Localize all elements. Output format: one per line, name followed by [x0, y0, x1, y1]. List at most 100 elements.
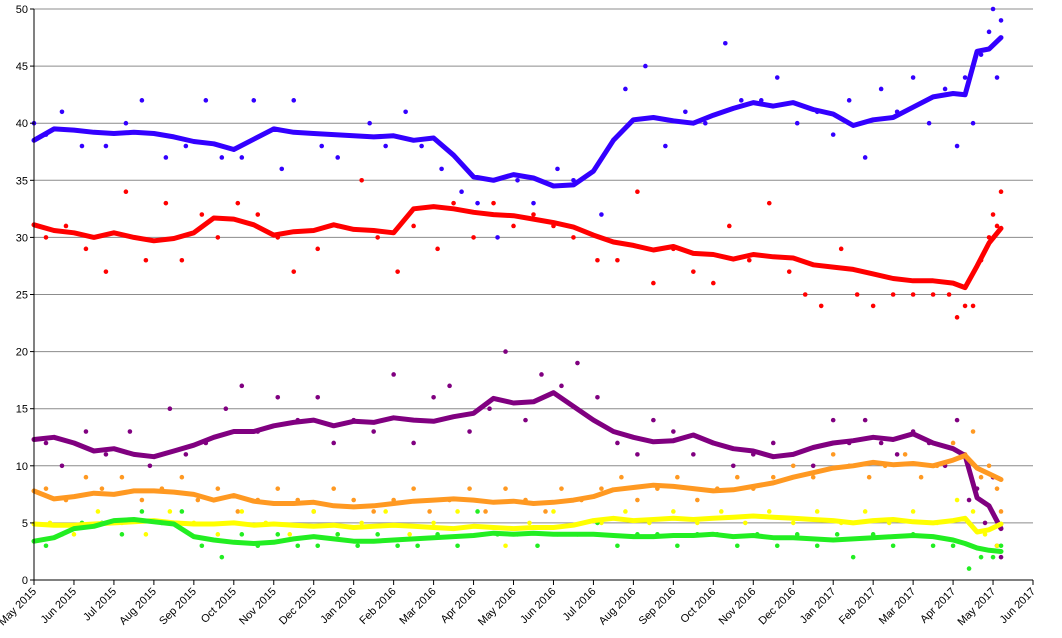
- poll-point: [143, 532, 149, 537]
- poll-point: [375, 235, 380, 240]
- poll-point: [219, 155, 225, 160]
- poll-point: [291, 98, 297, 103]
- poll-point: [727, 223, 732, 229]
- poll-point: [531, 212, 536, 217]
- poll-point: [643, 63, 648, 69]
- poll-point: [978, 52, 984, 57]
- poll-point: [970, 509, 976, 514]
- poll-point: [734, 543, 740, 549]
- poll-point: [675, 543, 680, 549]
- x-tick-label: Jun 2016: [518, 586, 558, 626]
- poll-point: [195, 497, 201, 503]
- poll-point: [742, 520, 748, 526]
- poll-point: [555, 166, 560, 172]
- x-tick-label: Jun 2015: [39, 586, 79, 626]
- poll-point: [223, 406, 229, 412]
- poll-point: [403, 109, 408, 115]
- poll-point: [970, 303, 976, 309]
- x-tick-label: Mar 2017: [877, 586, 918, 627]
- poll-point: [179, 257, 185, 263]
- poll-point: [890, 543, 896, 549]
- poll-point: [711, 280, 716, 286]
- poll-point: [235, 200, 241, 206]
- poll-point: [239, 383, 245, 389]
- poll-point: [319, 143, 325, 149]
- poll-point: [862, 509, 868, 514]
- x-tick-label: Aug 2015: [117, 586, 159, 628]
- poll-point: [862, 417, 868, 423]
- poll-point: [183, 143, 189, 149]
- poll-point: [683, 109, 688, 115]
- poll-point: [407, 532, 412, 537]
- poll-point: [383, 143, 388, 149]
- poll-point: [635, 497, 640, 503]
- poll-point: [619, 474, 624, 480]
- poll-point: [163, 200, 169, 206]
- poll-point: [511, 223, 516, 229]
- y-tick-label: 15: [16, 404, 28, 416]
- trend-line-1: [31, 204, 1004, 291]
- poll-point: [483, 509, 488, 514]
- poll-point: [411, 223, 416, 229]
- poll-point: [355, 543, 360, 549]
- poll-point: [966, 497, 972, 503]
- x-tick-label: Jan 2016: [318, 586, 358, 626]
- poll-point: [890, 292, 896, 297]
- poll-point: [359, 178, 364, 183]
- poll-point: [954, 143, 960, 149]
- poll-point: [623, 86, 628, 92]
- y-tick-label: 5: [22, 518, 28, 530]
- poll-point: [770, 474, 776, 480]
- y-tick-label: 50: [16, 4, 28, 16]
- poll-point: [311, 509, 317, 514]
- poll-point: [315, 543, 321, 549]
- poll-point: [990, 554, 996, 560]
- poll-point: [43, 440, 49, 446]
- poll-point: [635, 452, 640, 457]
- y-tick-label: 45: [16, 61, 28, 73]
- poll-point: [59, 463, 65, 469]
- poll-point: [167, 406, 173, 412]
- y-tick-label: 30: [16, 232, 28, 244]
- trend-line-2: [31, 390, 1004, 532]
- poll-point: [383, 509, 388, 514]
- x-tick-label: Apr 2016: [439, 586, 479, 626]
- x-tick-label: Mar 2016: [397, 586, 438, 627]
- poll-point: [599, 212, 604, 217]
- x-tick-label: Jul 2015: [81, 586, 119, 624]
- x-tick-label: Nov 2016: [717, 586, 759, 628]
- poll-point: [635, 189, 640, 195]
- poll-point: [854, 292, 860, 297]
- poll-point: [439, 166, 444, 172]
- poll-point: [515, 178, 520, 183]
- poll-point: [43, 543, 49, 549]
- x-tick-label: Feb 2017: [837, 586, 878, 627]
- poll-point: [503, 486, 508, 491]
- poll-point: [475, 200, 480, 206]
- poll-point: [535, 543, 540, 549]
- poll-point: [467, 486, 472, 491]
- poll-point: [810, 463, 816, 469]
- x-tick-label: May 2017: [956, 586, 999, 629]
- poll-point: [703, 120, 708, 126]
- poll-point: [199, 543, 205, 549]
- poll-point: [435, 246, 440, 252]
- poll-point: [239, 155, 245, 160]
- poll-point: [675, 474, 680, 480]
- poll-point: [83, 429, 89, 434]
- poll-point: [235, 509, 241, 514]
- poll-point: [623, 509, 628, 514]
- poll-point: [766, 509, 772, 514]
- x-tick-label: Jun 2017: [998, 586, 1038, 626]
- poll-point: [599, 486, 604, 491]
- poll-point: [279, 166, 285, 172]
- poll-point: [950, 543, 956, 549]
- poll-point: [351, 497, 356, 503]
- poll-point: [523, 417, 528, 423]
- poll-point: [219, 554, 225, 560]
- poll-point: [834, 532, 840, 537]
- trend-line-0: [31, 35, 1004, 189]
- poll-point: [990, 6, 996, 12]
- poll-point: [103, 269, 109, 274]
